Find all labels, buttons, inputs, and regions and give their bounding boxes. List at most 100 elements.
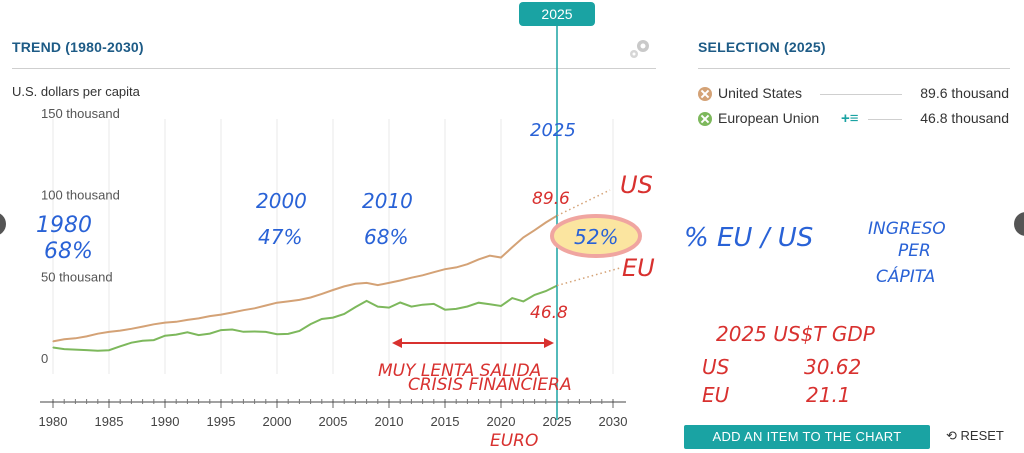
x-tick-label: 2015: [431, 414, 460, 429]
ingreso-annotation: INGRESO: [868, 219, 946, 239]
y-units-label: U.S. dollars per capita: [12, 84, 140, 99]
data-point-european-union: [287, 333, 289, 335]
per-annotation: PER: [898, 241, 931, 261]
eu-row-value-annotation: 21.1: [806, 383, 851, 407]
legend-leader-line: [868, 119, 902, 120]
data-point-united-states: [545, 221, 547, 224]
data-point-european-union: [97, 350, 99, 352]
eu-projection-dots: [556, 267, 621, 287]
data-point-united-states: [366, 282, 368, 284]
data-point-european-union: [310, 323, 312, 325]
selection-title: SELECTION (2025): [698, 39, 826, 55]
data-point-european-union: [500, 305, 502, 307]
y-tick-label: 50 thousand: [41, 269, 113, 284]
x-tick-label: 2000: [263, 414, 292, 429]
data-point-united-states: [74, 337, 76, 339]
reset-button[interactable]: ⟲ RESET: [946, 428, 1004, 444]
legend-row-european-union[interactable]: European Union +≡ 46.8 thousand: [698, 110, 1009, 128]
data-point-european-union: [231, 328, 233, 331]
year-selector-badge[interactable]: 2025: [519, 2, 595, 26]
data-point-united-states: [220, 314, 222, 316]
data-point-united-states: [86, 335, 88, 337]
data-point-european-union: [220, 329, 222, 331]
data-point-united-states: [455, 266, 457, 268]
data-point-european-union: [343, 313, 345, 315]
carousel-next-handle[interactable]: [1014, 212, 1024, 236]
data-point-european-union: [399, 301, 401, 304]
data-point-united-states: [175, 321, 177, 323]
data-point-united-states: [242, 309, 244, 311]
data-point-united-states: [287, 300, 289, 302]
x-tick-label: 2005: [319, 414, 348, 429]
y-tick-label: 100 thousand: [41, 188, 120, 203]
data-point-european-union: [265, 331, 267, 333]
data-point-european-union: [175, 334, 177, 336]
data-point-european-union: [209, 333, 211, 335]
x-tick-label: 2010: [375, 414, 404, 429]
data-point-united-states: [186, 319, 188, 321]
data-point-united-states: [478, 258, 480, 260]
remove-series-icon[interactable]: [698, 112, 712, 126]
selection-divider: [698, 68, 1010, 69]
settings-gear-icon[interactable]: [628, 36, 654, 60]
data-point-european-union: [142, 340, 144, 342]
reset-label: RESET: [960, 428, 1004, 443]
gdp-header-annotation: 2025 US$T GDP: [716, 322, 876, 346]
data-point-united-states: [142, 326, 144, 328]
data-point-united-states: [97, 333, 99, 335]
x-tick-label: 1980: [39, 414, 68, 429]
data-point-united-states: [209, 315, 211, 317]
data-point-united-states: [265, 304, 267, 307]
data-point-european-union: [164, 335, 166, 337]
us-row-label-annotation: US: [702, 355, 730, 379]
data-point-united-states: [119, 330, 121, 332]
data-point-european-union: [511, 297, 513, 299]
data-point-european-union: [422, 304, 424, 306]
data-point-european-union: [534, 294, 536, 296]
data-point-european-union: [410, 306, 412, 308]
data-point-european-union: [433, 303, 435, 305]
data-point-european-union: [108, 349, 110, 351]
add-to-list-icon[interactable]: +≡: [841, 110, 859, 127]
data-point-european-union: [455, 308, 457, 310]
trend-chart[interactable]: 0 50 thousand 100 thousand 150 thousand 198…: [0, 0, 660, 453]
us-projection-dots: [556, 189, 611, 217]
data-point-united-states: [164, 322, 166, 324]
data-point-united-states: [500, 256, 502, 259]
add-item-button[interactable]: ADD AN ITEM TO THE CHART: [684, 425, 930, 449]
data-point-united-states: [52, 340, 54, 342]
data-point-european-union: [186, 331, 188, 333]
series-line-european-union: [52, 284, 558, 352]
data-point-european-union: [332, 317, 334, 319]
data-point-european-union: [466, 305, 468, 308]
data-point-european-union: [276, 333, 278, 335]
data-point-united-states: [410, 277, 412, 279]
data-point-united-states: [522, 236, 525, 238]
remove-series-icon[interactable]: [698, 87, 712, 101]
data-point-united-states: [231, 311, 233, 314]
carousel-prev-handle[interactable]: [0, 212, 6, 236]
data-point-united-states: [377, 284, 379, 286]
data-point-european-union: [254, 330, 256, 333]
y-tick-label: 0: [41, 351, 48, 366]
data-point-united-states: [254, 307, 256, 309]
data-point-european-union: [86, 349, 88, 351]
series-line-united-states: [52, 214, 558, 343]
data-point-united-states: [489, 255, 491, 257]
data-point-european-union: [63, 348, 65, 350]
legend-row-united-states[interactable]: United States 89.6 thousand: [698, 85, 1009, 103]
y-tick-label: 150 thousand: [41, 106, 120, 121]
legend-value: 89.6 thousand: [920, 85, 1009, 101]
data-point-united-states: [332, 289, 334, 291]
data-point-united-states: [153, 323, 155, 325]
x-tick-label: 1985: [95, 414, 124, 429]
trend-title: TREND (1980-2030): [12, 39, 144, 55]
data-point-united-states: [130, 328, 132, 330]
legend-value: 46.8 thousand: [920, 110, 1009, 126]
x-tick-label: 1995: [207, 414, 236, 429]
data-point-european-union: [242, 331, 244, 333]
eu-us-annotation: % EU / US: [684, 223, 813, 253]
data-point-united-states: [321, 293, 323, 295]
capita-annotation: CÁPITA: [876, 265, 935, 287]
us-row-value-annotation: 30.62: [804, 355, 861, 379]
